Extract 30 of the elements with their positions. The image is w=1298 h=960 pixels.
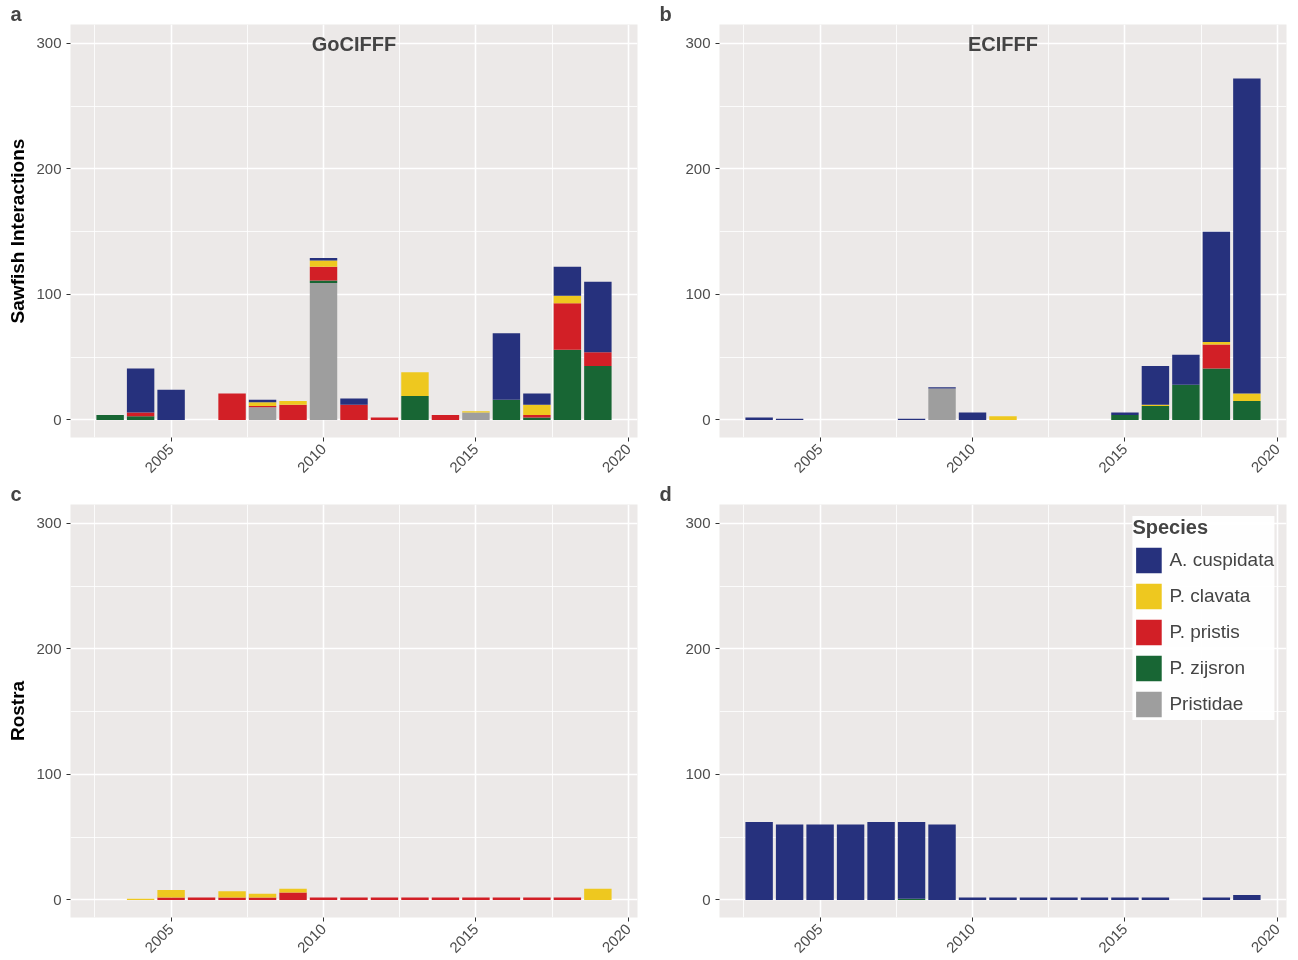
y-tick-label: 100 (685, 285, 711, 303)
y-tick-label: 300 (685, 514, 711, 532)
y-axis-title: Sawfish Interactions (7, 138, 29, 324)
y-tick-label: 0 (53, 410, 62, 428)
chart-title: GoCIFFF (311, 32, 397, 55)
text: a (10, 2, 23, 25)
legend-label: P. clavata (1169, 584, 1251, 608)
text: c (10, 482, 22, 505)
y-tick-label: 0 (702, 410, 711, 428)
y-axis-title: Rostra (7, 680, 29, 742)
legend-title: Species (1132, 516, 1210, 539)
y-tick-label: 300 (36, 514, 62, 532)
y-tick-label: 100 (685, 765, 711, 783)
y-tick-label: 100 (36, 285, 62, 303)
y-tick-label: 200 (685, 159, 711, 177)
y-tick-label: 300 (685, 34, 711, 52)
y-tick-label: 200 (36, 639, 62, 657)
legend-label: A. cuspidata (1169, 548, 1274, 572)
y-tick-label: 300 (36, 34, 62, 52)
y-tick-label: 200 (36, 159, 62, 177)
text: d (659, 482, 672, 505)
y-tick-label: 0 (702, 890, 711, 908)
chart-title: ECIFFF (968, 32, 1038, 55)
legend-label: P. pristis (1169, 620, 1240, 644)
y-tick-label: 0 (53, 890, 62, 908)
legend-label: Pristidae (1169, 692, 1244, 716)
legend-label: P. zijsron (1169, 656, 1246, 680)
y-tick-label: 200 (685, 639, 711, 657)
y-tick-label: 100 (36, 765, 62, 783)
text: b (659, 2, 672, 25)
